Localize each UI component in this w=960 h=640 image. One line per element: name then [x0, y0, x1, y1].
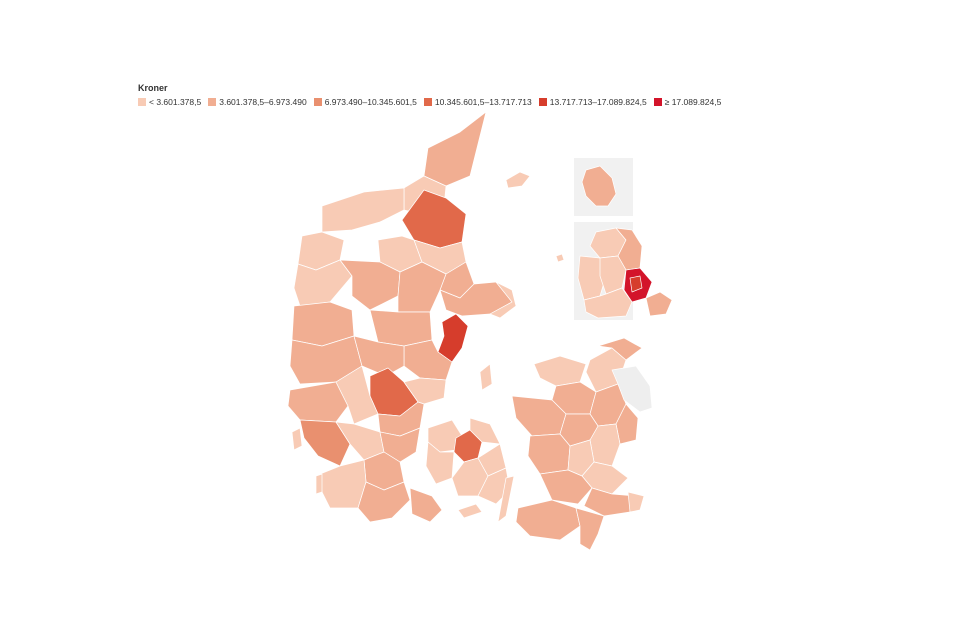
legend-swatch-bin-3	[313, 98, 322, 106]
northern-jutland	[297, 111, 487, 299]
legend-label-bin-1: < 3.601.378,5	[149, 97, 202, 107]
legend-label-bin-4: 10.345.601,5–13.717.713	[434, 97, 532, 107]
legend-item-bin-5[interactable]: 13.717.713–17.089.824,5	[538, 97, 647, 107]
region-inset-amager[interactable]	[645, 291, 673, 317]
legend-item-bin-3[interactable]: 6.973.490–10.345.601,5	[313, 97, 417, 107]
region-romo[interactable]	[315, 473, 323, 495]
region-langeland[interactable]	[497, 475, 515, 523]
funen	[425, 417, 515, 523]
region-samso[interactable]	[479, 363, 493, 391]
legend-item-bin-1[interactable]: < 3.601.378,5	[138, 97, 201, 107]
legend-swatch-bin-6	[653, 98, 662, 106]
region-anholt[interactable]	[555, 253, 565, 263]
region-aabenraa[interactable]	[357, 481, 411, 523]
region-slagelse[interactable]	[527, 433, 571, 475]
legend-item-bin-6[interactable]: ≥ 17.089.824,5	[653, 97, 722, 107]
region-sonderborg[interactable]	[409, 487, 443, 523]
region-aero[interactable]	[457, 503, 483, 519]
legend-label-bin-6: ≥ 17.089.824,5	[664, 97, 722, 107]
legend-swatch-bin-5	[538, 98, 547, 106]
region-odsherred[interactable]	[533, 355, 587, 387]
region-silkeborg[interactable]	[369, 309, 433, 347]
legend-item-bin-2[interactable]: 3.601.378,5–6.973.490	[208, 97, 307, 107]
central-west-jutland	[289, 259, 517, 417]
region-guldborgsund[interactable]	[575, 507, 605, 551]
legend-swatch-bin-2	[208, 98, 217, 106]
region-bornholm[interactable]	[581, 165, 617, 207]
legend-swatch-bin-4	[423, 98, 432, 106]
legend-label-bin-3: 6.973.490–10.345.601,5	[324, 97, 417, 107]
legend-title: Kroner	[138, 83, 168, 93]
region-north-zealand-nodata[interactable]	[611, 365, 653, 413]
lolland-falster	[515, 499, 605, 551]
region-aarhus[interactable]	[437, 313, 469, 363]
region-skanderborg[interactable]	[403, 339, 453, 381]
legend-items: < 3.601.378,5 3.601.378,5–6.973.490 6.97…	[138, 97, 728, 107]
region-mon[interactable]	[627, 491, 645, 513]
region-lolland[interactable]	[515, 499, 581, 541]
legend-label-bin-5: 13.717.713–17.089.824,5	[549, 97, 647, 107]
region-hillerod[interactable]	[597, 337, 643, 361]
map-legend: Kroner < 3.601.378,5 3.601.378,5–6.973.4…	[138, 83, 728, 107]
region-djursland[interactable]	[489, 281, 517, 319]
copenhagen-inset-regions	[577, 227, 673, 319]
region-fanoe[interactable]	[291, 427, 303, 451]
legend-item-bin-4[interactable]: 10.345.601,5–13.717.713	[423, 97, 532, 107]
region-inset-south[interactable]	[583, 287, 633, 319]
region-inset-frederiksberg[interactable]	[629, 275, 643, 293]
region-laeso[interactable]	[505, 171, 531, 189]
southern-jutland	[287, 365, 443, 523]
small-islands	[291, 171, 565, 519]
region-kerteminde[interactable]	[469, 417, 501, 445]
region-thisted-south[interactable]	[293, 259, 353, 307]
region-tonder[interactable]	[319, 459, 367, 509]
region-skive[interactable]	[339, 259, 401, 311]
region-skagen[interactable]	[423, 111, 487, 187]
legend-label-bin-2: 3.601.378,5–6.973.490	[219, 97, 307, 107]
region-viborg[interactable]	[397, 261, 447, 313]
zealand	[511, 337, 653, 517]
legend-swatch-bin-1	[138, 98, 146, 106]
region-thy[interactable]	[321, 187, 405, 233]
